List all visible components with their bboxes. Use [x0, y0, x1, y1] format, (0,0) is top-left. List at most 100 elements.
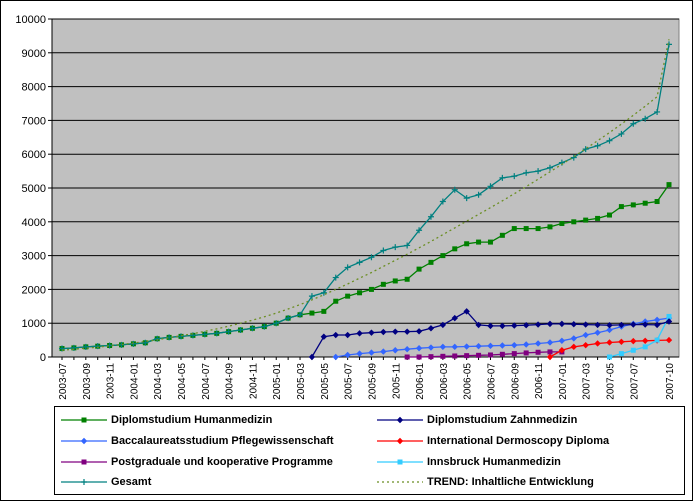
series-line	[61, 44, 670, 350]
data-point	[285, 315, 292, 322]
x-tick-label: 2005-09	[367, 363, 378, 400]
data-point	[641, 321, 649, 328]
data-point	[487, 239, 493, 245]
data-point	[392, 278, 398, 284]
data-point	[487, 183, 494, 190]
data-point	[476, 352, 482, 358]
data-point	[618, 204, 624, 210]
data-point	[523, 226, 529, 232]
data-point	[142, 339, 149, 346]
data-point	[451, 314, 458, 322]
data-point	[356, 350, 363, 357]
legend-swatch-dermoscopy	[377, 437, 423, 445]
x-tick-label: 2006-01	[415, 363, 426, 400]
data-point	[404, 354, 410, 360]
data-point	[344, 264, 351, 271]
legend-swatch-innsbruck	[377, 459, 423, 465]
data-point	[499, 174, 506, 181]
legend-label-trend: TREND: Inhaltliche Entwicklung	[427, 476, 594, 488]
data-point	[606, 326, 613, 334]
data-point	[344, 351, 351, 359]
x-tick-label: 2006-07	[486, 363, 497, 400]
y-tick-label: 2000	[22, 284, 46, 296]
data-point	[594, 340, 601, 347]
data-point	[522, 322, 530, 329]
y-tick-label: 6000	[22, 149, 46, 161]
data-point	[653, 316, 661, 324]
data-point	[416, 266, 422, 272]
legend-marker	[397, 459, 403, 465]
data-point	[606, 339, 613, 346]
x-tick-label: 2007-10	[665, 363, 676, 400]
data-point	[511, 351, 517, 357]
data-point	[463, 195, 470, 202]
data-point	[606, 354, 612, 360]
data-point	[546, 353, 554, 361]
data-point	[653, 321, 661, 329]
legend-label-pflegewissenschaft: Baccalaureatsstudium Pflegewissenschaft	[111, 435, 334, 447]
data-point	[546, 164, 553, 171]
data-point	[654, 337, 660, 343]
data-point	[558, 337, 566, 344]
data-point	[308, 353, 316, 361]
data-point	[666, 313, 672, 319]
data-point	[511, 322, 518, 329]
data-point	[606, 212, 612, 218]
data-point	[309, 310, 315, 316]
x-tick-label: 2007-01	[558, 363, 569, 400]
data-point	[427, 325, 435, 332]
data-point	[546, 320, 554, 328]
data-point	[225, 328, 232, 335]
y-tick-label: 7000	[22, 115, 46, 127]
data-point	[654, 199, 660, 205]
data-point	[356, 259, 363, 266]
data-point	[642, 200, 648, 206]
data-point	[357, 290, 363, 296]
data-point	[249, 325, 256, 332]
data-point	[630, 347, 636, 353]
data-point	[189, 332, 196, 339]
data-point	[321, 308, 327, 314]
data-point	[582, 341, 589, 349]
legend-swatch-postgraduale	[61, 459, 107, 465]
data-point	[641, 337, 649, 344]
legend-marker	[80, 437, 88, 445]
data-point	[618, 130, 625, 137]
x-tick-label: 2006-03	[439, 363, 450, 400]
data-point	[320, 289, 327, 296]
legend-swatch-zahnmedizin	[377, 416, 423, 424]
data-point	[582, 146, 589, 153]
legend-swatch-humanmedizin	[61, 417, 107, 423]
series-7	[61, 39, 670, 351]
x-tick-label: 2005-03	[296, 363, 307, 400]
data-point	[630, 120, 637, 127]
data-point	[630, 321, 637, 328]
data-point	[368, 329, 375, 336]
data-point	[416, 227, 423, 234]
data-point	[380, 348, 387, 355]
data-point	[487, 342, 494, 350]
data-point	[534, 321, 542, 328]
data-point	[666, 41, 672, 48]
legend-label-humanmedizin: Diplomstudium Humanmedizin	[111, 414, 273, 426]
legend-label-dermoscopy: International Dermoscopy Diploma	[427, 435, 610, 447]
x-tick-label: 2004-03	[153, 363, 164, 400]
data-point	[452, 353, 458, 359]
data-point	[427, 213, 434, 220]
y-axis: 0 1000 2000 3000 4000 5000 6000 7000 8000 9000 100…	[15, 14, 53, 364]
data-point	[82, 343, 89, 350]
data-point	[345, 293, 351, 299]
data-point	[475, 321, 482, 329]
data-point	[487, 322, 494, 330]
data-point	[499, 351, 505, 357]
data-point	[606, 322, 613, 329]
data-point	[380, 328, 387, 336]
data-point	[487, 352, 493, 358]
data-point	[618, 338, 625, 345]
data-point	[464, 241, 470, 247]
data-point	[618, 351, 624, 357]
data-point	[559, 220, 565, 226]
y-tick-label: 3000	[22, 251, 46, 263]
data-point	[439, 321, 447, 329]
